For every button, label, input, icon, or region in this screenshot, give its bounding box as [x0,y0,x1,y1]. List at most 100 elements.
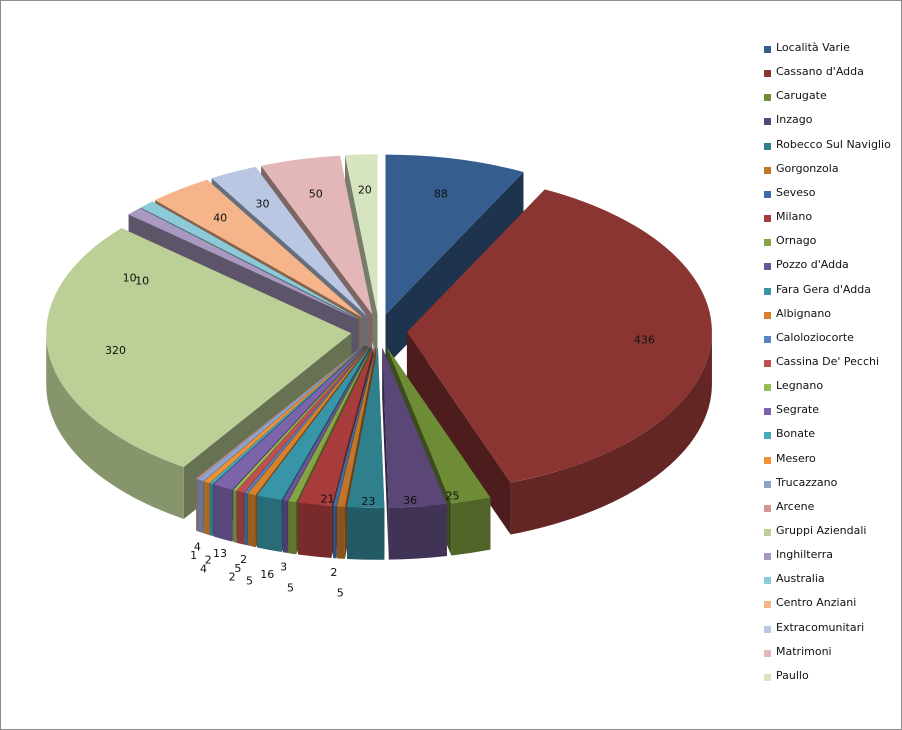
slice-caloloziocorte [244,346,368,494]
slice-side-carugate [451,497,491,556]
slice-side-legnano [233,489,237,543]
legend-label: Australia [776,572,825,586]
legend-swatch [764,239,771,247]
legend-label: Inzago [776,113,813,127]
data-label-arcene: 1 [190,549,197,562]
slice-legnano [233,346,367,491]
slice-arcene [196,345,364,480]
data-label-bonate: 2 [205,554,212,567]
legend-label: Arcene [776,499,815,513]
legend-swatch [764,529,771,536]
legend-swatch [764,456,771,464]
legend-label: Legnano [776,379,824,393]
slice-centro-anziani [155,179,363,318]
data-label-inzago: 36 [403,494,417,507]
slice-side-bonate [209,483,213,537]
slice-cassina-de-pecchi [236,346,368,493]
slice-seveso [333,347,376,507]
legend-swatch [764,190,771,198]
slice-carugate [386,347,491,504]
legend-swatch [764,215,771,223]
legend-label: Milano [776,210,813,224]
slice-side-gorgonzola [336,506,345,559]
slice-side-inzago-wall-end [382,347,389,560]
legend-label: Seveso [776,185,816,199]
slice-side-ornago [288,501,297,555]
data-label-robecco-sul-naviglio: 23 [361,495,375,508]
data-label-cassano-d-adda: 436 [634,334,655,347]
slice-fara-gera-d-adda [257,346,370,501]
slice-milano [297,347,374,506]
slice-side-segrate [213,484,233,542]
legend-swatch [764,263,771,271]
slice-side-gruppi-aziendali [46,333,184,519]
legend-swatch [764,384,771,392]
legend-label: Pozzo d'Adda [776,258,849,272]
legend-label: Albignano [776,306,832,320]
slice-side-fara-gera-d-adda [257,495,282,553]
legend-swatch [764,46,771,53]
slice-side-localita-varie-wall-end [385,171,524,367]
data-label-pozzo-d-adda: 3 [280,561,287,574]
legend-swatch [764,408,771,416]
data-label-segrate: 13 [213,547,227,560]
legend-label: Mesero [776,451,816,465]
data-label-trucazzano: 4 [194,540,201,553]
slice-paullo [345,154,378,315]
legend-swatch [764,118,771,126]
slice-bonate [209,345,365,485]
slice-side-trucazzano [197,479,204,534]
legend-swatch [764,601,771,609]
slice-albignano [248,346,369,496]
data-label-localita-varie: 88 [434,187,448,200]
legend-label: Ornago [776,234,817,248]
slice-matrimoni [261,155,373,315]
data-label-cassina-de-pecchi: 5 [234,562,241,575]
legend-label: Località Varie [776,41,850,54]
data-label-seveso: 2 [330,566,337,579]
legend-swatch [764,432,771,440]
data-label-australia: 10 [135,274,149,287]
slice-trucazzano [197,345,364,482]
data-label-gorgonzola: 5 [337,587,344,600]
slice-pozzo-d-adda [282,347,372,502]
legend-label: Centro Anziani [776,596,857,610]
legend-swatch [764,142,771,150]
legend-swatch [764,359,771,367]
slice-side-inzago [388,504,447,560]
legend-swatch [764,673,771,681]
slice-inghilterra [128,208,359,320]
slice-side-gorgonzola-wall-end [336,347,376,559]
legend-label: Gorgonzola [776,161,839,175]
legend-swatch [764,94,771,102]
data-label-paullo: 20 [358,184,372,197]
slice-cassano-d-adda [406,189,712,483]
data-label-extracomunitari: 30 [256,198,270,211]
data-label-carugate: 25 [445,490,459,503]
legend-label: Carugate [776,89,827,103]
slice-side-mesero [203,481,210,536]
slice-side-cassina-de-pecchi [236,490,245,545]
legend-label: Matrimoni [776,644,832,658]
slice-ornago [288,347,372,503]
data-label-centro-anziani: 40 [213,211,227,224]
slice-localita-varie [385,154,524,315]
legend-swatch [764,70,771,78]
legend-label: Robecco Sul Naviglio [776,137,891,151]
data-label-mesero: 4 [200,562,207,575]
legend-label: Caloloziocorte [776,330,854,344]
slice-inzago [382,347,447,508]
slice-side-seveso [333,506,337,559]
legend-label: Gruppi Aziendali [776,524,867,537]
data-label-fara-gera-d-adda: 16 [260,568,274,581]
legend-swatch [764,649,771,657]
legend-swatch [764,480,771,488]
slice-extracomunitari [211,166,367,316]
slice-side-arcene [196,478,198,532]
legend-swatch [764,625,771,633]
legend-swatch [764,553,771,561]
data-label-ornago: 5 [287,582,294,595]
legend-swatch [764,335,771,343]
